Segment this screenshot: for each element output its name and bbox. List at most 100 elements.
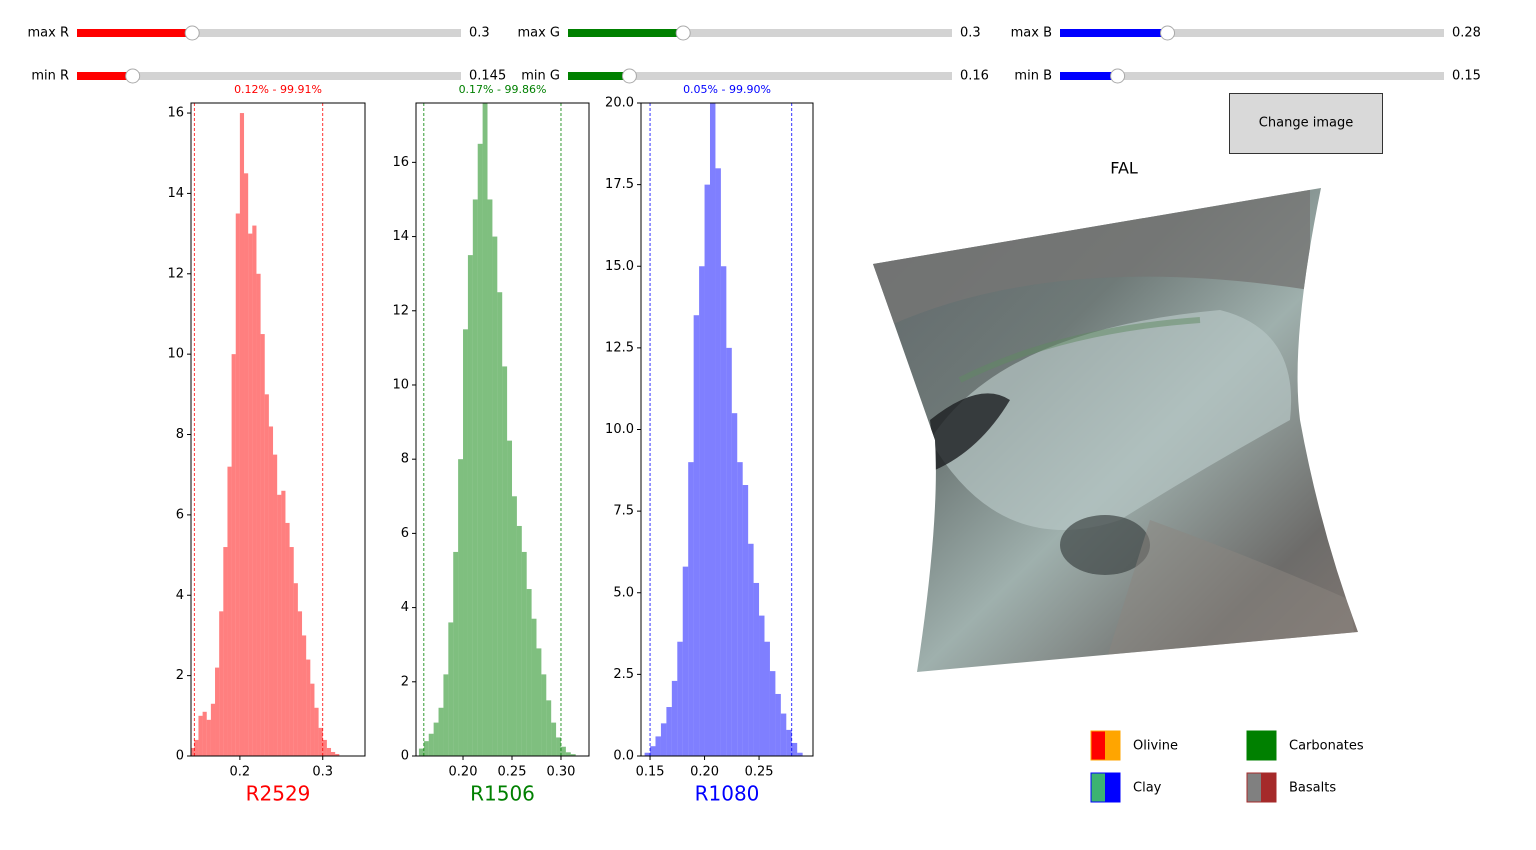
x-tick-label: 0.2 xyxy=(230,765,251,780)
slider-value: 0.145 xyxy=(469,69,506,84)
bar xyxy=(497,292,503,756)
slider-value: 0.3 xyxy=(960,26,981,41)
legend-swatch xyxy=(1261,773,1276,802)
image-title: FAL xyxy=(1110,159,1138,178)
legend-swatch xyxy=(1247,731,1262,760)
slider-label: max R xyxy=(28,26,70,41)
legend-swatch xyxy=(1105,773,1120,802)
legend-label: Carbonates xyxy=(1289,739,1364,754)
bar xyxy=(310,683,315,756)
y-tick-label: 7.5 xyxy=(613,504,634,519)
slider-track[interactable] xyxy=(568,29,952,37)
bars xyxy=(191,113,340,756)
slider[interactable]: min B 0.15 xyxy=(1014,68,1481,84)
bar xyxy=(322,739,327,756)
button-face[interactable] xyxy=(1229,93,1383,154)
y-tick-label: 10 xyxy=(167,347,184,362)
image xyxy=(873,188,1358,672)
slider[interactable]: max G 0.3 xyxy=(517,25,981,41)
button-label[interactable]: Change image xyxy=(1259,116,1353,131)
y-tick-label: 20.0 xyxy=(605,96,634,111)
bar xyxy=(482,103,488,756)
change-image-button[interactable]: Change image xyxy=(1229,93,1383,154)
legend-swatch-border xyxy=(1090,772,1121,803)
slider-value: 0.16 xyxy=(960,69,989,84)
slider-track[interactable] xyxy=(77,72,461,80)
bar xyxy=(655,736,661,756)
bar xyxy=(202,711,207,756)
y-tick-label: 4 xyxy=(176,588,184,603)
bar xyxy=(726,347,732,756)
slider[interactable]: min R 0.145 xyxy=(31,68,506,84)
y-tick-label: 2 xyxy=(401,674,409,689)
bar xyxy=(264,394,269,756)
bar xyxy=(285,522,290,756)
bar xyxy=(252,225,257,756)
slider[interactable]: max R 0.3 xyxy=(28,25,490,41)
bar xyxy=(769,671,776,756)
bar xyxy=(277,494,282,756)
bar xyxy=(797,752,803,756)
bar xyxy=(753,582,760,756)
slider[interactable]: max B 0.28 xyxy=(1011,25,1481,41)
y-tick-label: 6 xyxy=(401,526,409,541)
x-tick-label: 0.25 xyxy=(498,765,527,780)
x-axis-label: R1506 xyxy=(470,782,535,806)
bar xyxy=(551,722,557,756)
slider-track[interactable] xyxy=(77,29,461,37)
x-tick-label: 0.20 xyxy=(690,765,719,780)
histogram-chart: 0.0 2.5 5.0 7.5 10.0 12.5 15.0 17.5 20.0 0.15 0.20… xyxy=(605,83,814,806)
y-tick-label: 16 xyxy=(167,106,184,121)
x-tick-label: 0.25 xyxy=(745,765,774,780)
axes-frame xyxy=(415,102,590,757)
bar xyxy=(428,733,434,756)
bar xyxy=(194,739,199,756)
bar xyxy=(731,413,738,756)
slider-fill xyxy=(568,29,684,37)
bar xyxy=(502,366,508,756)
slider[interactable]: min G 0.16 xyxy=(521,68,989,84)
bar xyxy=(671,680,678,756)
bar xyxy=(742,485,749,756)
bar xyxy=(644,752,651,756)
slider-handle[interactable] xyxy=(184,25,200,41)
bar xyxy=(302,635,307,756)
bar xyxy=(215,667,220,756)
bar xyxy=(463,329,468,756)
bars xyxy=(644,103,803,756)
slider-track[interactable] xyxy=(1060,29,1444,37)
slider-handle[interactable] xyxy=(125,68,141,84)
bar xyxy=(227,466,232,756)
slider-handle[interactable] xyxy=(1160,25,1176,41)
bar xyxy=(516,525,522,756)
slider-handle[interactable] xyxy=(675,25,691,41)
histogram-chart: 0 2 4 6 8 10 12 14 16 0.2 0.3 0.12% - 99.91% R2529 xyxy=(167,83,366,806)
y-tick-label: 2 xyxy=(176,668,184,683)
bar xyxy=(666,707,672,756)
y-tick-label: 16 xyxy=(392,155,409,170)
chart-title: 0.12% - 99.91% xyxy=(234,83,322,96)
y-tick-label: 6 xyxy=(176,507,184,522)
slider-handle[interactable] xyxy=(1110,68,1126,84)
bar xyxy=(556,737,561,756)
y-tick-label: 15.0 xyxy=(605,259,634,274)
legend-item: Carbonates xyxy=(1246,730,1364,761)
legend-swatch-border xyxy=(1246,772,1277,803)
bar xyxy=(248,233,253,756)
chart-title: 0.05% - 99.90% xyxy=(683,83,771,96)
slider-track[interactable] xyxy=(568,72,952,80)
slider-handle[interactable] xyxy=(621,68,637,84)
slider-fill xyxy=(568,72,630,80)
y-tick-label: 0.0 xyxy=(613,749,634,764)
bars xyxy=(418,103,576,756)
bar xyxy=(326,747,332,756)
bar xyxy=(239,113,245,756)
slider-track[interactable] xyxy=(1060,72,1444,80)
slider-label: min R xyxy=(31,69,69,84)
bar xyxy=(709,103,716,756)
bar xyxy=(281,490,286,756)
bar xyxy=(521,551,527,756)
x-axis-label: R1080 xyxy=(695,782,760,806)
